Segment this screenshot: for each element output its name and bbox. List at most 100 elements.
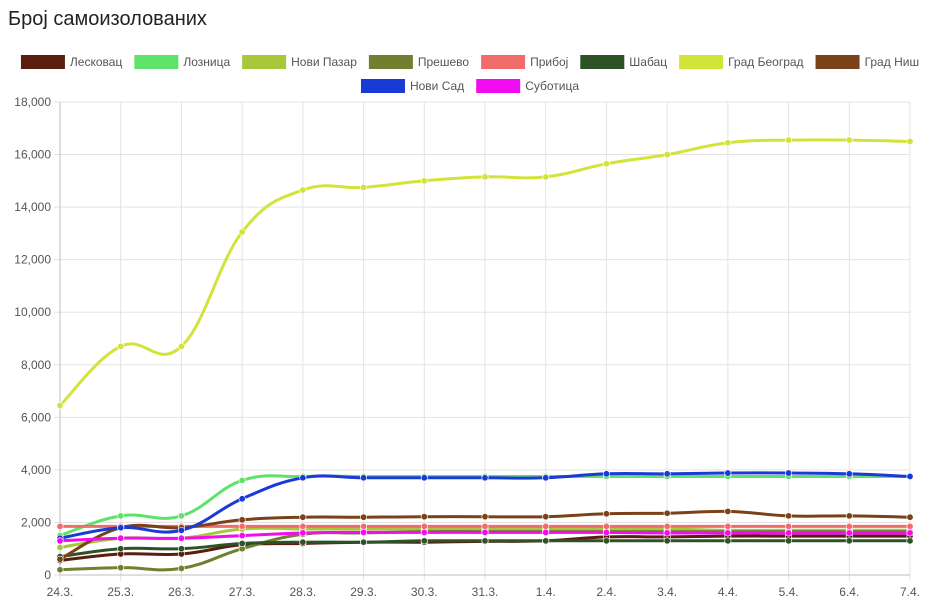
data-point[interactable] bbox=[845, 537, 853, 545]
data-point[interactable] bbox=[906, 522, 914, 530]
data-point[interactable] bbox=[481, 474, 489, 482]
data-point[interactable] bbox=[542, 173, 550, 181]
data-point[interactable] bbox=[56, 402, 64, 410]
data-point[interactable] bbox=[481, 173, 489, 181]
legend-item[interactable]: Град Ниш bbox=[815, 55, 920, 69]
data-point[interactable] bbox=[542, 522, 550, 530]
data-point[interactable] bbox=[785, 529, 793, 537]
data-point[interactable] bbox=[663, 509, 671, 517]
data-point[interactable] bbox=[299, 529, 307, 537]
data-point[interactable] bbox=[602, 537, 610, 545]
data-point[interactable] bbox=[177, 342, 185, 350]
data-point[interactable] bbox=[663, 151, 671, 159]
data-point[interactable] bbox=[845, 512, 853, 520]
data-point[interactable] bbox=[299, 513, 307, 521]
legend-item[interactable]: Лесковац bbox=[20, 55, 123, 69]
data-point[interactable] bbox=[481, 528, 489, 536]
data-point[interactable] bbox=[481, 537, 489, 545]
legend-item[interactable]: Лозница bbox=[134, 55, 230, 69]
data-point[interactable] bbox=[542, 474, 550, 482]
data-point[interactable] bbox=[602, 160, 610, 168]
data-point[interactable] bbox=[238, 495, 246, 503]
data-point[interactable] bbox=[785, 469, 793, 477]
data-point[interactable] bbox=[238, 539, 246, 547]
data-point[interactable] bbox=[420, 177, 428, 185]
data-point[interactable] bbox=[177, 512, 185, 520]
data-point[interactable] bbox=[906, 472, 914, 480]
data-point[interactable] bbox=[117, 564, 125, 572]
data-point[interactable] bbox=[845, 529, 853, 537]
legend-item[interactable]: Нови Пазар bbox=[242, 55, 357, 69]
data-point[interactable] bbox=[56, 522, 64, 530]
data-point[interactable] bbox=[602, 470, 610, 478]
data-point[interactable] bbox=[906, 537, 914, 545]
data-point[interactable] bbox=[602, 510, 610, 518]
data-point[interactable] bbox=[238, 532, 246, 540]
data-point[interactable] bbox=[724, 507, 732, 515]
data-point[interactable] bbox=[663, 522, 671, 530]
data-point[interactable] bbox=[785, 522, 793, 530]
data-point[interactable] bbox=[238, 516, 246, 524]
data-point[interactable] bbox=[724, 522, 732, 530]
data-point[interactable] bbox=[360, 528, 368, 536]
legend-item[interactable]: Шабац bbox=[580, 55, 667, 69]
data-point[interactable] bbox=[299, 186, 307, 194]
data-point[interactable] bbox=[906, 137, 914, 145]
data-point[interactable] bbox=[602, 522, 610, 530]
data-point[interactable] bbox=[238, 228, 246, 236]
data-point[interactable] bbox=[117, 342, 125, 350]
data-point[interactable] bbox=[177, 534, 185, 542]
data-point[interactable] bbox=[177, 564, 185, 572]
data-point[interactable] bbox=[906, 513, 914, 521]
data-point[interactable] bbox=[542, 513, 550, 521]
data-point[interactable] bbox=[785, 537, 793, 545]
data-point[interactable] bbox=[724, 529, 732, 537]
data-point[interactable] bbox=[845, 136, 853, 144]
data-point[interactable] bbox=[420, 528, 428, 536]
data-point[interactable] bbox=[117, 524, 125, 532]
legend-item[interactable]: Нови Сад bbox=[360, 79, 464, 93]
data-point[interactable] bbox=[420, 474, 428, 482]
legend-item[interactable]: Град Београд bbox=[679, 55, 804, 69]
data-point[interactable] bbox=[724, 139, 732, 147]
data-point[interactable] bbox=[56, 537, 64, 545]
data-point[interactable] bbox=[117, 545, 125, 553]
data-point[interactable] bbox=[117, 512, 125, 520]
data-point[interactable] bbox=[238, 476, 246, 484]
data-point[interactable] bbox=[542, 537, 550, 545]
data-point[interactable] bbox=[299, 538, 307, 546]
data-point[interactable] bbox=[663, 529, 671, 537]
data-point[interactable] bbox=[56, 555, 64, 563]
data-point[interactable] bbox=[360, 522, 368, 530]
data-point[interactable] bbox=[360, 513, 368, 521]
data-point[interactable] bbox=[602, 528, 610, 536]
data-point[interactable] bbox=[360, 538, 368, 546]
data-point[interactable] bbox=[481, 522, 489, 530]
data-point[interactable] bbox=[724, 537, 732, 545]
data-point[interactable] bbox=[420, 513, 428, 521]
legend-item[interactable]: Прибој bbox=[481, 55, 568, 69]
data-point[interactable] bbox=[906, 529, 914, 537]
data-point[interactable] bbox=[663, 470, 671, 478]
data-point[interactable] bbox=[663, 537, 671, 545]
data-point[interactable] bbox=[360, 474, 368, 482]
data-point[interactable] bbox=[785, 512, 793, 520]
data-point[interactable] bbox=[117, 534, 125, 542]
legend-item[interactable]: Прешево bbox=[368, 55, 470, 69]
data-point[interactable] bbox=[845, 470, 853, 478]
data-point[interactable] bbox=[177, 526, 185, 534]
data-point[interactable] bbox=[542, 528, 550, 536]
data-point[interactable] bbox=[56, 543, 64, 551]
data-point[interactable] bbox=[420, 537, 428, 545]
data-point[interactable] bbox=[56, 566, 64, 574]
legend-item[interactable]: Суботица bbox=[476, 79, 579, 93]
data-point[interactable] bbox=[481, 513, 489, 521]
data-point[interactable] bbox=[420, 522, 428, 530]
data-point[interactable] bbox=[299, 474, 307, 482]
data-point[interactable] bbox=[845, 522, 853, 530]
data-point[interactable] bbox=[360, 183, 368, 191]
data-point[interactable] bbox=[177, 545, 185, 553]
data-point[interactable] bbox=[299, 522, 307, 530]
data-point[interactable] bbox=[238, 522, 246, 530]
data-point[interactable] bbox=[724, 469, 732, 477]
